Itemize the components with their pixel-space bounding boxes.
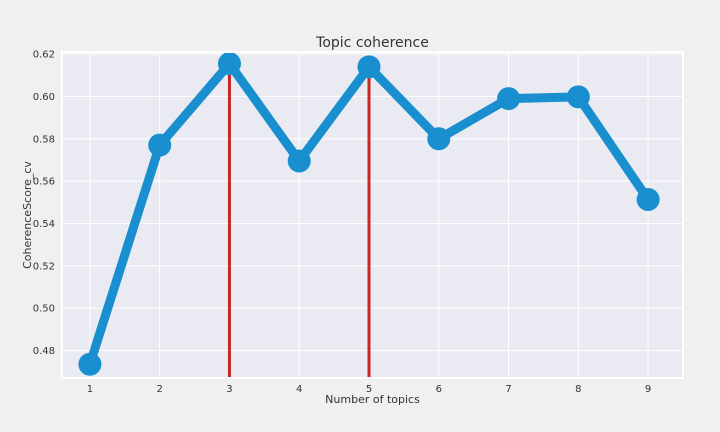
- x-tick-label: 1: [87, 384, 93, 395]
- data-point: [357, 55, 381, 79]
- y-tick-label: 0.62: [33, 50, 55, 61]
- data-point: [427, 127, 451, 151]
- plot-frame: [61, 51, 684, 379]
- x-tick-label: 7: [505, 384, 511, 395]
- y-tick-label: 0.54: [33, 219, 55, 230]
- y-tick-label: 0.60: [33, 92, 55, 103]
- y-tick-label: 0.50: [33, 304, 55, 315]
- data-point: [497, 87, 521, 111]
- data-point: [148, 133, 172, 157]
- data-point: [78, 352, 102, 376]
- chart-title: Topic coherence: [315, 35, 429, 51]
- y-axis-ticks: 0.48 0.50 0.52 0.54 0.56 0.58 0.60 0.62: [33, 50, 55, 357]
- x-tick-label: 3: [226, 384, 232, 395]
- y-tick-label: 0.58: [33, 134, 55, 145]
- x-axis-ticks: 1 2 3 4 5 6 7 8 9: [87, 384, 652, 395]
- y-axis-label: CoherenceScore_cv: [21, 161, 34, 269]
- x-tick-label: 9: [645, 384, 651, 395]
- vertical-markers: [227, 63, 371, 378]
- x-tick-label: 5: [366, 384, 372, 395]
- x-tick-label: 4: [296, 384, 302, 395]
- x-axis-label: Number of topics: [325, 393, 420, 406]
- series-group: [78, 52, 660, 376]
- x-tick-label: 8: [575, 384, 581, 395]
- y-tick-label: 0.48: [33, 346, 55, 357]
- data-point: [636, 188, 660, 212]
- plot-area: [62, 52, 683, 378]
- data-point: [217, 52, 241, 76]
- data-point: [287, 149, 311, 173]
- y-tick-label: 0.56: [33, 177, 55, 188]
- data-point: [566, 85, 590, 109]
- y-tick-label: 0.52: [33, 261, 55, 272]
- x-tick-label: 2: [156, 384, 162, 395]
- x-tick-label: 6: [436, 384, 442, 395]
